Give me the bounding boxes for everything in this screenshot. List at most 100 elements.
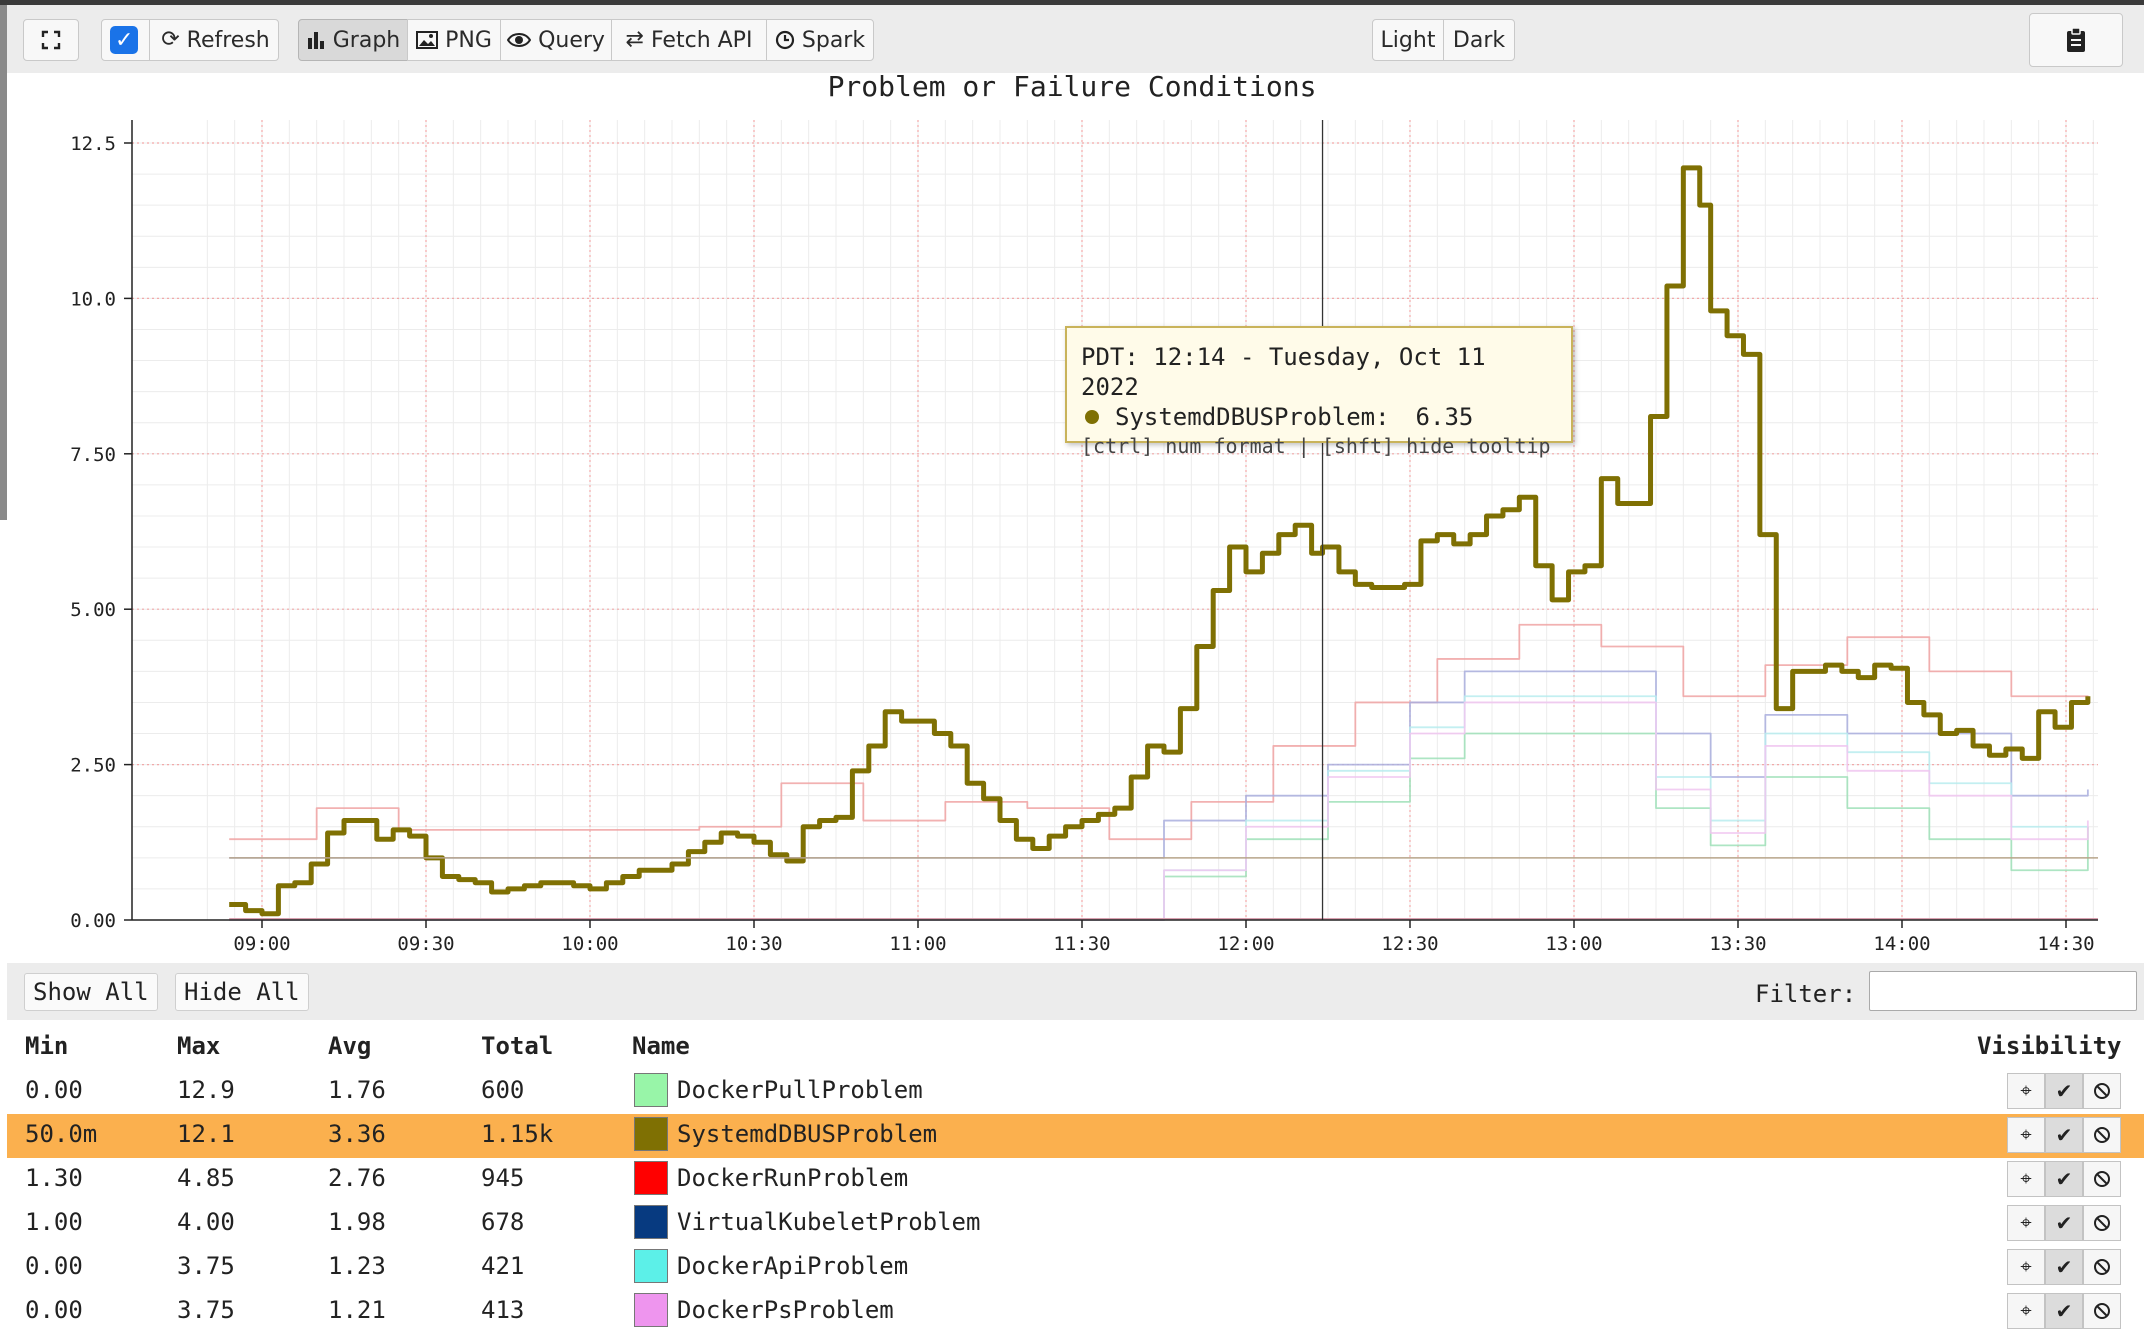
fullscreen-button[interactable]	[23, 19, 79, 61]
series-color-swatch[interactable]	[634, 1117, 668, 1151]
locate-series-icon[interactable]: ⌖	[2007, 1161, 2045, 1197]
visibility-controls: ⌖ ✔	[2007, 1117, 2121, 1153]
x-tick-label: 13:00	[1545, 933, 1602, 955]
visibility-controls: ⌖ ✔	[2007, 1293, 2121, 1329]
dark-theme-label: Dark	[1452, 27, 1506, 53]
legend-cell-min: 50.0m	[25, 1120, 98, 1148]
series-color-swatch[interactable]	[634, 1161, 668, 1195]
legend-cell-total: 945	[481, 1164, 525, 1192]
legend-cell-total: 413	[481, 1296, 525, 1324]
plot-area	[132, 120, 2098, 920]
eye-icon	[507, 31, 532, 49]
series-line-dockerpsproblem[interactable]	[229, 701, 2089, 921]
locate-series-icon[interactable]: ⌖	[2007, 1249, 2045, 1285]
y-tick-label: 7.50	[70, 444, 116, 466]
legend-cell-total: 600	[481, 1076, 525, 1104]
show-series-check-icon[interactable]: ✔	[2045, 1161, 2083, 1197]
dark-theme-button[interactable]: Dark	[1443, 19, 1515, 61]
legend-cell-name[interactable]: DockerPsProblem	[677, 1296, 894, 1324]
hide-series-ban-icon[interactable]	[2083, 1161, 2121, 1197]
legend-row[interactable]: 1.00 4.00 1.98 678 VirtualKubeletProblem ⌖ ✔	[7, 1202, 2144, 1246]
show-series-check-icon[interactable]: ✔	[2045, 1293, 2083, 1329]
col-name[interactable]: Name	[632, 1032, 690, 1060]
light-theme-button[interactable]: Light	[1372, 19, 1444, 61]
legend-cell-name[interactable]: DockerRunProblem	[677, 1164, 909, 1192]
graph-button[interactable]: Graph	[298, 19, 408, 61]
legend-cell-min: 0.00	[25, 1252, 83, 1280]
series-color-swatch[interactable]	[634, 1205, 668, 1239]
visibility-controls: ⌖ ✔	[2007, 1205, 2121, 1241]
legend-cell-avg: 1.76	[328, 1076, 386, 1104]
x-tick-label: 11:30	[1053, 933, 1110, 955]
locate-series-icon[interactable]: ⌖	[2007, 1293, 2045, 1329]
toolbar: ✓ ⟳ Refresh Graph PNG Query ⇄ Fetch API …	[7, 5, 2144, 73]
fetch-api-button[interactable]: ⇄ Fetch API	[611, 19, 767, 61]
legend-row[interactable]: 0.00 3.75 1.21 413 DockerPsProblem ⌖ ✔	[7, 1290, 2144, 1334]
show-series-check-icon[interactable]: ✔	[2045, 1249, 2083, 1285]
col-max[interactable]: Max	[177, 1032, 221, 1060]
filter-input[interactable]	[1869, 971, 2137, 1011]
hide-series-ban-icon[interactable]	[2083, 1117, 2121, 1153]
legend-cell-max: 3.75	[177, 1296, 235, 1324]
series-color-swatch[interactable]	[634, 1073, 668, 1107]
y-tick-label: 0.00	[70, 910, 116, 932]
locate-series-icon[interactable]: ⌖	[2007, 1205, 2045, 1241]
x-tick-label: 13:30	[1709, 933, 1766, 955]
legend-cell-total: 421	[481, 1252, 525, 1280]
png-button-label: PNG	[445, 27, 492, 53]
hide-series-ban-icon[interactable]	[2083, 1249, 2121, 1285]
legend-row[interactable]: 50.0m 12.1 3.36 1.15k SystemdDBUSProblem ⌖ ✔	[7, 1114, 2144, 1158]
legend-cell-name[interactable]: DockerApiProblem	[677, 1252, 909, 1280]
show-all-button[interactable]: Show All	[24, 973, 158, 1011]
show-series-check-icon[interactable]: ✔	[2045, 1117, 2083, 1153]
locate-series-icon[interactable]: ⌖	[2007, 1117, 2045, 1153]
legend-cell-name[interactable]: SystemdDBUSProblem	[677, 1120, 938, 1148]
chart-svg[interactable]: 0.00 2.50 5.00 7.50 10.0 12.5 09:00 09:30 10:00 1…	[0, 0, 2144, 963]
series-color-swatch[interactable]	[634, 1293, 668, 1327]
legend-cell-avg: 1.21	[328, 1296, 386, 1324]
legend-controls: Show All Hide All Filter:	[7, 963, 2144, 1020]
spark-button[interactable]: Spark	[766, 19, 874, 61]
legend-row[interactable]: 0.00 3.75 1.23 421 DockerApiProblem ⌖ ✔	[7, 1246, 2144, 1290]
legend-cell-max: 12.1	[177, 1120, 235, 1148]
query-button[interactable]: Query	[500, 19, 612, 61]
query-button-label: Query	[538, 27, 605, 53]
auto-refresh-group: ✓ ⟳ Refresh	[101, 19, 279, 61]
col-total[interactable]: Total	[481, 1032, 554, 1060]
expand-icon	[41, 30, 61, 50]
legend-cell-name[interactable]: VirtualKubeletProblem	[677, 1208, 981, 1236]
series-line-virtualkubeletproblem[interactable]	[229, 670, 2089, 859]
legend-row[interactable]: 0.00 12.9 1.76 600 DockerPullProblem ⌖ ✔	[7, 1070, 2144, 1114]
hide-series-ban-icon[interactable]	[2083, 1073, 2121, 1109]
tooltip-series-name: SystemdDBUSProblem:	[1115, 403, 1390, 431]
clipboard-button[interactable]	[2029, 13, 2123, 67]
spark-button-label: Spark	[801, 27, 866, 53]
series-color-swatch[interactable]	[634, 1249, 668, 1283]
visibility-controls: ⌖ ✔	[2007, 1249, 2121, 1285]
series-line-systemddbusproblem[interactable]	[229, 165, 2091, 917]
fetch-api-button-label: Fetch API	[650, 27, 753, 53]
x-tick-label: 14:00	[1873, 933, 1930, 955]
hide-series-ban-icon[interactable]	[2083, 1205, 2121, 1241]
hide-all-button[interactable]: Hide All	[175, 973, 309, 1011]
hide-series-ban-icon[interactable]	[2083, 1293, 2121, 1329]
refresh-button-label[interactable]: Refresh	[186, 27, 270, 53]
legend-cell-total: 678	[481, 1208, 525, 1236]
x-tick-label: 12:30	[1381, 933, 1438, 955]
col-avg[interactable]: Avg	[328, 1032, 372, 1060]
col-min[interactable]: Min	[25, 1032, 69, 1060]
auto-refresh-checkbox[interactable]: ✓	[110, 26, 139, 54]
show-series-check-icon[interactable]: ✔	[2045, 1205, 2083, 1241]
y-tick-label: 5.00	[70, 599, 116, 621]
legend-row[interactable]: 1.30 4.85 2.76 945 DockerRunProblem ⌖ ✔	[7, 1158, 2144, 1202]
series-line-dockerrunproblem[interactable]	[229, 623, 2089, 841]
legend-cell-avg: 3.36	[328, 1120, 386, 1148]
x-tick-label: 10:30	[725, 933, 782, 955]
clipboard-icon	[2065, 27, 2087, 53]
legend-cell-min: 0.00	[25, 1076, 83, 1104]
png-button[interactable]: PNG	[407, 19, 501, 61]
locate-series-icon[interactable]: ⌖	[2007, 1073, 2045, 1109]
legend-cell-name[interactable]: DockerPullProblem	[677, 1076, 923, 1104]
show-series-check-icon[interactable]: ✔	[2045, 1073, 2083, 1109]
visibility-controls: ⌖ ✔	[2007, 1073, 2121, 1109]
